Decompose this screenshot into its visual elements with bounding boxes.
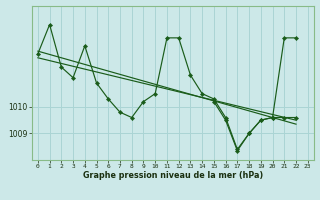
X-axis label: Graphe pression niveau de la mer (hPa): Graphe pression niveau de la mer (hPa) xyxy=(83,171,263,180)
